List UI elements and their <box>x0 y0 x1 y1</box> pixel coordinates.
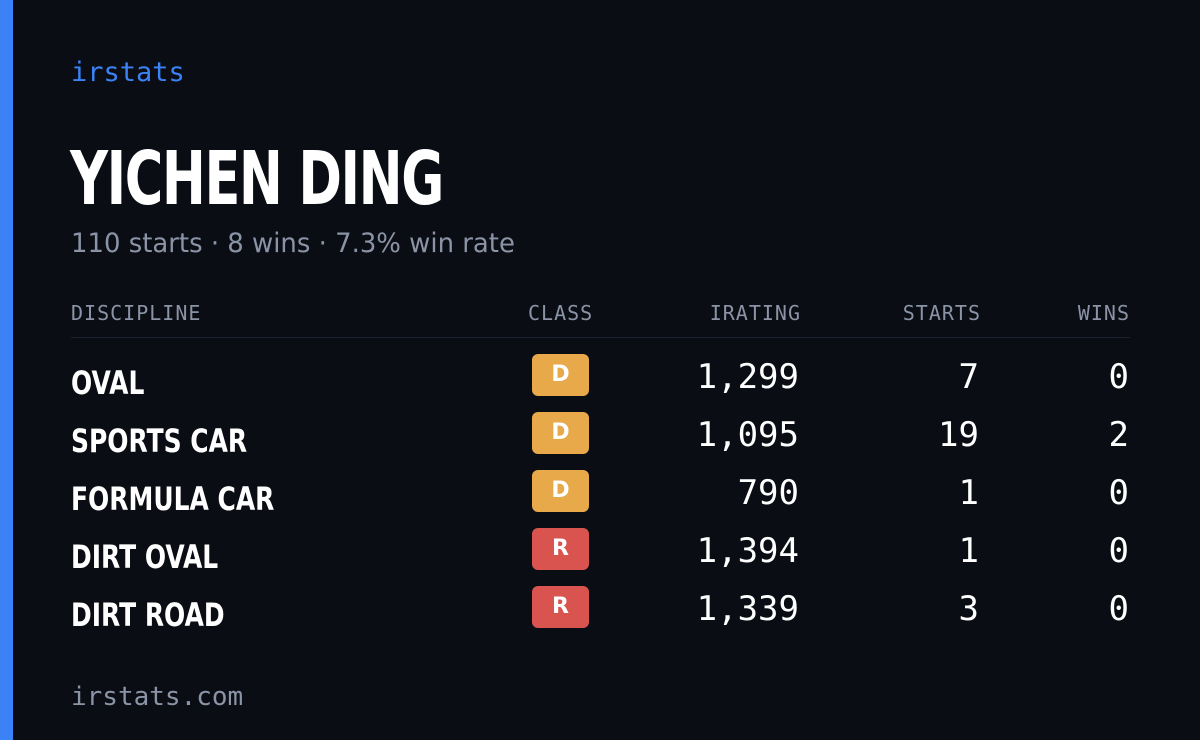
wins-value: 0 <box>1108 473 1129 513</box>
discipline-label: SPORTS CAR <box>71 422 248 460</box>
starts-value: 1 <box>958 531 979 571</box>
table-row-oval: OVAL D 1,299 7 0 <box>71 349 1130 407</box>
class-badge: R <box>532 528 589 570</box>
class-badge: D <box>532 470 589 512</box>
wins-value: 2 <box>1108 415 1129 455</box>
discipline-label: OVAL <box>71 364 145 402</box>
brand-logo-text: irstats <box>71 57 185 88</box>
irating-value: 1,394 <box>696 531 799 571</box>
class-badge: D <box>532 354 589 396</box>
player-summary: 110 starts · 8 wins · 7.3% win rate <box>71 228 515 259</box>
header-irating: IRATING <box>709 301 801 325</box>
class-badge: R <box>532 586 589 628</box>
starts-value: 19 <box>938 415 979 455</box>
header-discipline: DISCIPLINE <box>71 301 202 325</box>
wins-value: 0 <box>1108 357 1129 397</box>
irating-value: 1,299 <box>696 357 799 397</box>
irating-value: 1,339 <box>696 589 799 629</box>
wins-value: 0 <box>1108 589 1129 629</box>
footer-url: irstats.com <box>71 682 244 712</box>
irating-value: 1,095 <box>696 415 799 455</box>
class-badge: D <box>532 412 589 454</box>
header-starts: STARTS <box>902 301 981 325</box>
accent-bar <box>0 0 13 740</box>
discipline-label: DIRT ROAD <box>71 596 225 634</box>
table-row-dirt-road: DIRT ROAD R 1,339 3 0 <box>71 581 1130 639</box>
stats-table-header: DISCIPLINE CLASS IRATING STARTS WINS <box>71 298 1130 328</box>
table-row-sports-car: SPORTS CAR D 1,095 19 2 <box>71 407 1130 465</box>
discipline-label: DIRT OVAL <box>71 538 219 576</box>
player-name: YICHEN DING <box>70 136 444 222</box>
wins-value: 0 <box>1108 531 1129 571</box>
table-row-dirt-oval: DIRT OVAL R 1,394 1 0 <box>71 523 1130 581</box>
starts-value: 3 <box>958 589 979 629</box>
header-class: CLASS <box>528 301 594 325</box>
discipline-label: FORMULA CAR <box>71 480 275 518</box>
starts-value: 1 <box>958 473 979 513</box>
table-row-formula-car: FORMULA CAR D 790 1 0 <box>71 465 1130 523</box>
stats-table-body: OVAL D 1,299 7 0 SPORTS CAR D 1,095 19 2… <box>71 349 1130 639</box>
header-wins: WINS <box>1077 301 1130 325</box>
starts-value: 7 <box>958 357 979 397</box>
irating-value: 790 <box>737 473 799 513</box>
header-divider <box>71 337 1130 338</box>
